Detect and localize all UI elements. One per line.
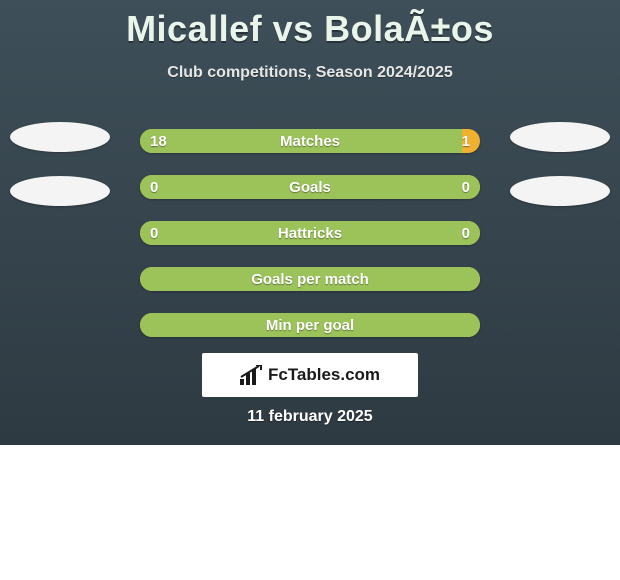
metric-row: Goals per match: [0, 258, 620, 304]
fctables-logo-link[interactable]: FcTables.com: [202, 353, 418, 397]
metric-value-right: 0: [452, 221, 480, 245]
logo-text: FcTables.com: [268, 365, 380, 385]
metric-value-left: 18: [140, 129, 177, 153]
metric-bar: Goals per match: [140, 267, 480, 291]
metric-value-right: 1: [452, 129, 480, 153]
metric-bar: 181Matches: [140, 129, 480, 153]
metric-bar-left-fill: [140, 221, 480, 245]
comparison-card: Micallef vs BolaÃ±os Club competitions, …: [0, 0, 620, 445]
metric-row: 00Hattricks: [0, 212, 620, 258]
metric-bar: 00Goals: [140, 175, 480, 199]
barchart-icon: [240, 365, 262, 385]
metric-bar-left-fill: [140, 267, 480, 291]
metric-row: 00Goals: [0, 166, 620, 212]
metric-value-left: 0: [140, 175, 168, 199]
metric-bar-left-fill: [140, 175, 480, 199]
metric-row: 181Matches: [0, 120, 620, 166]
metric-rows: 181Matches00Goals00HattricksGoals per ma…: [0, 120, 620, 350]
page-title: Micallef vs BolaÃ±os: [0, 0, 620, 50]
metric-value-right: 0: [452, 175, 480, 199]
metric-row: Min per goal: [0, 304, 620, 350]
footer-date: 11 february 2025: [0, 408, 620, 426]
metric-bar: Min per goal: [140, 313, 480, 337]
metric-value-left: 0: [140, 221, 168, 245]
metric-bar-left-fill: [140, 129, 462, 153]
metric-bar-left-fill: [140, 313, 480, 337]
subtitle: Club competitions, Season 2024/2025: [0, 64, 620, 82]
metric-bar: 00Hattricks: [140, 221, 480, 245]
